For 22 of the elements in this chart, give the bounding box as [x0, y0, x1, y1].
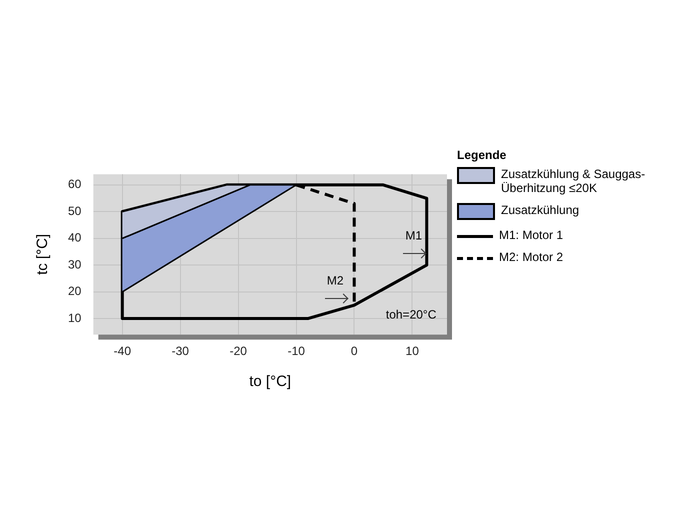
legend-label: M1: Motor 1: [499, 228, 564, 242]
y-tick-label: 40: [68, 230, 82, 245]
x-tick-label: 0: [350, 344, 358, 358]
y-tick-label: 50: [68, 204, 82, 218]
x-axis-title: to [°C]: [249, 373, 292, 390]
y-axis-title: tc [°C]: [34, 234, 52, 275]
y-tick-label: 10: [68, 310, 82, 325]
legend-label: Zusatzkühlung & Sauggas-Überhitzung ≤20K: [501, 167, 646, 195]
x-tick-label: -20: [230, 344, 248, 358]
x-tick-label: -10: [288, 344, 306, 358]
annotation: toh=20°C: [386, 308, 437, 322]
legend-label: Zusatzkühlung: [501, 203, 580, 217]
legend-label: M2: Motor 2: [499, 250, 564, 264]
y-tick-label: 60: [68, 177, 82, 192]
annotation: M1: [405, 228, 422, 242]
x-tick-label: 10: [406, 344, 420, 358]
x-tick-label: -30: [172, 344, 190, 358]
legend-title: Legende: [457, 148, 508, 162]
y-tick-label: 20: [68, 284, 82, 298]
x-tick-label: -40: [114, 344, 132, 358]
annotation: M2: [326, 274, 344, 288]
y-tick-label: 30: [68, 257, 82, 272]
